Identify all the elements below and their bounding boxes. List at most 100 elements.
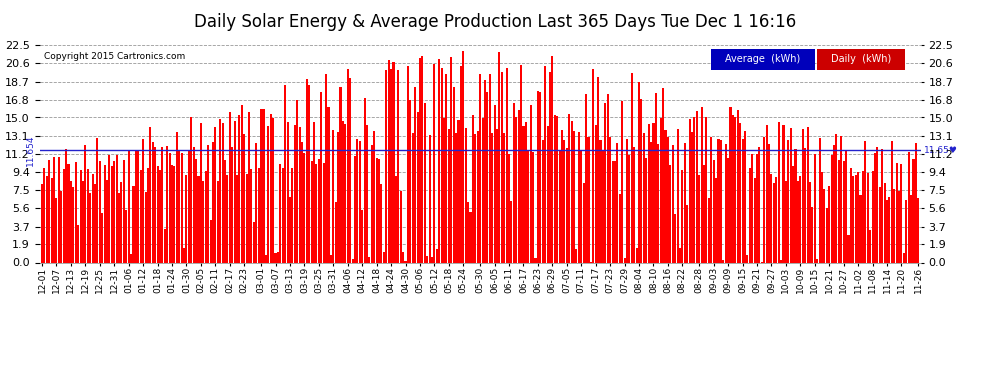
- Bar: [812, 207, 814, 262]
- Bar: [575, 249, 577, 262]
- Bar: [325, 74, 327, 262]
- Bar: [450, 57, 452, 262]
- Bar: [419, 58, 421, 262]
- Bar: [659, 118, 661, 262]
- Bar: [291, 168, 293, 262]
- Bar: [496, 129, 498, 262]
- Bar: [816, 259, 818, 262]
- Bar: [859, 195, 861, 262]
- Bar: [775, 177, 777, 262]
- Bar: [711, 49, 815, 70]
- Bar: [657, 144, 659, 262]
- Bar: [481, 118, 483, 262]
- Bar: [417, 112, 419, 262]
- Bar: [154, 147, 156, 262]
- Bar: [168, 153, 170, 262]
- Bar: [151, 142, 153, 262]
- Bar: [857, 172, 859, 262]
- Bar: [804, 148, 806, 262]
- Bar: [472, 115, 474, 262]
- Bar: [732, 115, 734, 262]
- Bar: [294, 125, 296, 262]
- Bar: [751, 154, 753, 262]
- Bar: [647, 124, 649, 262]
- Bar: [443, 118, 446, 262]
- Bar: [795, 148, 797, 262]
- Bar: [494, 105, 496, 262]
- Bar: [414, 87, 416, 262]
- Bar: [224, 160, 226, 262]
- Bar: [133, 186, 135, 262]
- Bar: [44, 168, 46, 262]
- Bar: [464, 128, 466, 262]
- Bar: [847, 235, 849, 262]
- Bar: [205, 171, 207, 262]
- Bar: [537, 91, 539, 262]
- Bar: [819, 138, 821, 262]
- Bar: [178, 151, 180, 262]
- Bar: [130, 254, 132, 262]
- Bar: [289, 197, 291, 262]
- Bar: [272, 118, 274, 262]
- Bar: [373, 131, 375, 262]
- Bar: [385, 70, 387, 262]
- Bar: [452, 87, 454, 262]
- Bar: [447, 129, 449, 262]
- Bar: [785, 181, 787, 262]
- Text: 11.654: 11.654: [26, 134, 36, 166]
- Bar: [255, 143, 257, 262]
- Bar: [587, 137, 589, 262]
- Bar: [720, 140, 722, 262]
- Bar: [650, 142, 652, 262]
- Bar: [320, 92, 323, 262]
- Bar: [409, 100, 412, 262]
- Bar: [371, 145, 373, 262]
- Bar: [156, 166, 158, 262]
- Bar: [195, 159, 197, 262]
- Bar: [296, 100, 298, 262]
- Bar: [746, 255, 748, 262]
- Bar: [313, 122, 315, 262]
- Bar: [282, 168, 284, 262]
- Bar: [217, 181, 219, 262]
- Bar: [173, 166, 175, 262]
- Bar: [592, 69, 594, 262]
- Bar: [913, 159, 915, 262]
- Bar: [621, 100, 624, 262]
- Bar: [607, 94, 609, 262]
- Bar: [267, 126, 269, 262]
- Bar: [597, 77, 599, 262]
- Bar: [638, 82, 641, 262]
- Bar: [918, 198, 920, 262]
- Bar: [740, 123, 742, 262]
- Bar: [489, 74, 491, 262]
- Bar: [436, 249, 438, 262]
- Bar: [614, 161, 616, 262]
- Bar: [849, 168, 852, 262]
- Bar: [854, 176, 856, 262]
- Bar: [893, 189, 895, 262]
- Bar: [101, 213, 103, 262]
- Bar: [412, 134, 414, 262]
- Bar: [838, 160, 840, 262]
- Bar: [49, 160, 50, 262]
- Bar: [523, 126, 525, 262]
- Bar: [462, 51, 464, 262]
- Bar: [841, 136, 842, 262]
- Bar: [583, 183, 585, 262]
- Bar: [441, 68, 443, 262]
- Text: Daily  (kWh): Daily (kWh): [831, 54, 891, 64]
- Bar: [335, 202, 337, 262]
- Bar: [696, 111, 698, 262]
- Bar: [422, 56, 424, 262]
- Bar: [185, 175, 187, 262]
- Bar: [619, 194, 621, 262]
- Bar: [612, 160, 614, 262]
- Bar: [183, 248, 185, 262]
- Bar: [681, 170, 683, 262]
- Bar: [652, 123, 654, 262]
- Bar: [234, 121, 236, 262]
- Bar: [311, 161, 313, 262]
- Bar: [777, 122, 780, 262]
- Bar: [104, 165, 106, 262]
